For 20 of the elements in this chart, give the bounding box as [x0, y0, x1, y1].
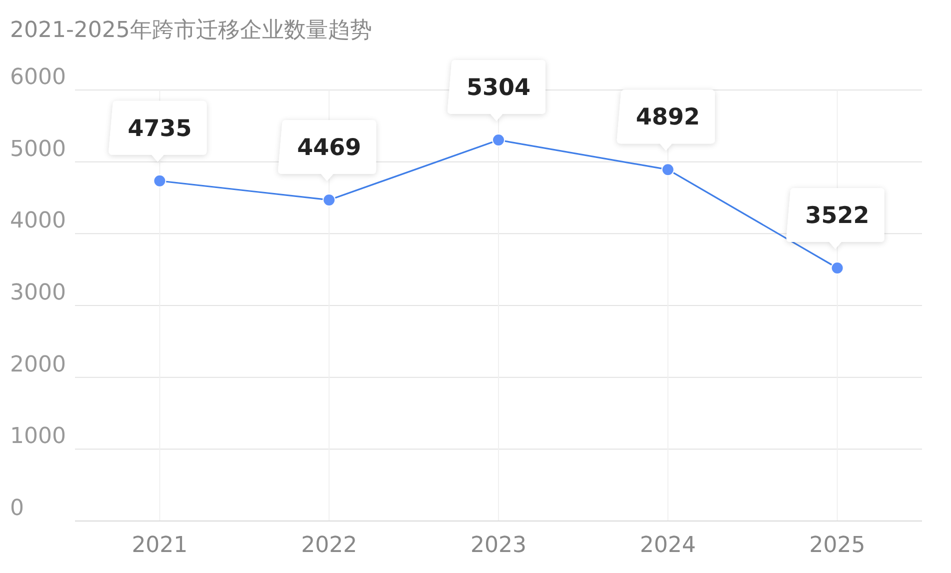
- data-label: 4735: [128, 116, 192, 142]
- data-label: 3522: [786, 188, 884, 249]
- xtick: 2024: [640, 533, 696, 558]
- xtick: 2025: [809, 533, 866, 558]
- ytick: 6000: [10, 65, 66, 90]
- data-label: 4892: [636, 104, 700, 131]
- ytick: 2000: [10, 352, 66, 378]
- ytick: 4000: [10, 208, 66, 234]
- data-label: 4469: [278, 120, 376, 181]
- ytick: 0: [10, 496, 24, 521]
- xtick: 2023: [470, 533, 526, 558]
- title: 2021-2025年跨市迁移企业数量趋势: [10, 18, 372, 43]
- ytick: 3000: [10, 280, 66, 306]
- data-label: 5304: [466, 74, 531, 101]
- xtick: 2022: [301, 533, 358, 558]
- ytick: 1000: [10, 424, 66, 450]
- xtick: 2021: [132, 533, 188, 558]
- data-label: 3522: [805, 203, 870, 230]
- ytick: 5000: [10, 136, 66, 162]
- data-label: 4469: [297, 134, 362, 161]
